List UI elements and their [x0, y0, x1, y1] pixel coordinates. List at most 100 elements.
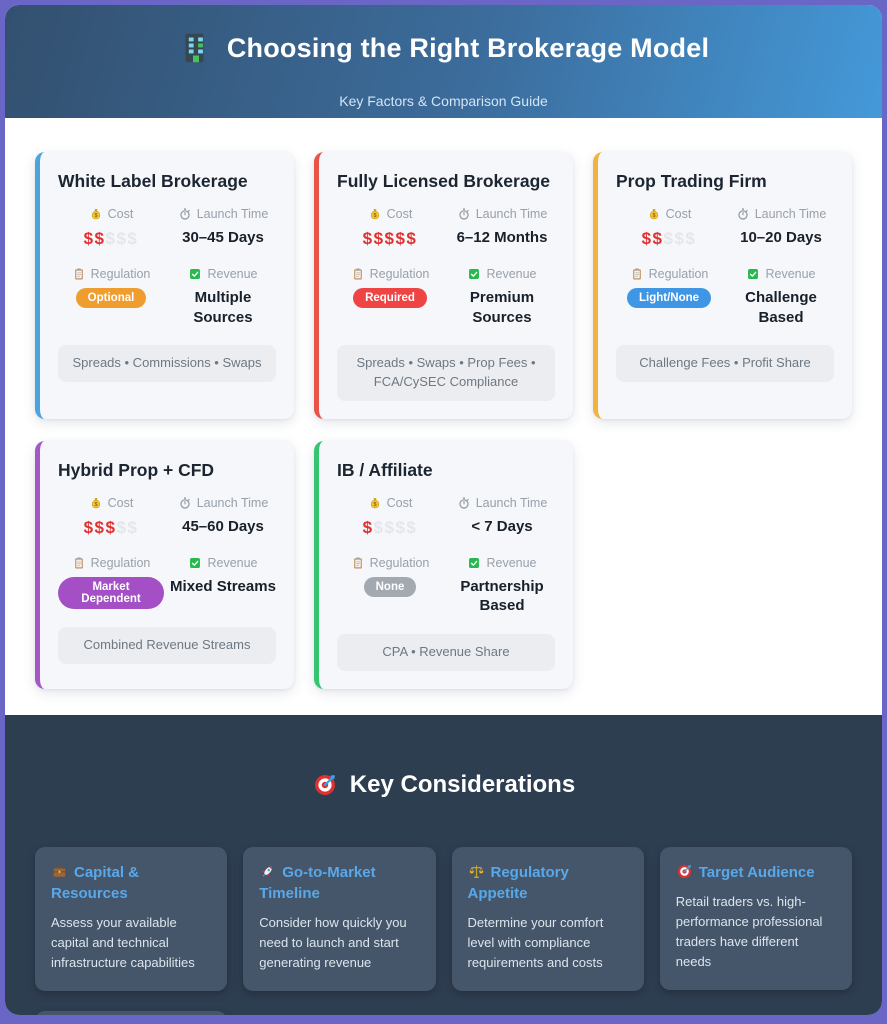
- model-title: White Label Brokerage: [58, 171, 248, 191]
- revenue-sources-pill: Combined Revenue Streams: [58, 626, 276, 664]
- model-cards-grid: White Label Brokerage Cost $$$$$ Launch …: [35, 152, 852, 689]
- revenue-stat: Revenue Mixed Streams: [170, 556, 276, 609]
- cost-dollars-active: $: [362, 517, 374, 537]
- regulation-label: Regulation: [369, 555, 430, 570]
- model-title: Hybrid Prop + CFD: [58, 459, 215, 480]
- cost-label: Cost: [386, 495, 413, 510]
- cost-stat: Cost $$$$$: [337, 496, 443, 539]
- consideration-card-audience: Target Audience Retail traders vs. high-…: [659, 846, 852, 991]
- launch-time-label: Launch Time: [754, 207, 827, 221]
- cost-value: $$$$$: [337, 517, 443, 539]
- revenue-value: Premium Sources: [469, 289, 535, 326]
- launch-time-value: 45–60 Days: [182, 517, 264, 535]
- briefcase-icon: [51, 863, 68, 880]
- model-card-prop-trading: Prop Trading Firm Cost $$$$$ Launch Time…: [593, 152, 852, 419]
- cost-dollars-active: $$: [83, 229, 106, 248]
- check-square-icon: [188, 267, 202, 281]
- model-stats: Cost $$$$$ Launch Time 6–12 Months Regul…: [337, 207, 555, 327]
- model-cards-section: White Label Brokerage Cost $$$$$ Launch …: [5, 118, 882, 715]
- check-square-icon: [467, 267, 481, 281]
- cost-dollars-inactive: $$$: [663, 229, 697, 248]
- clipboard-icon: [351, 267, 365, 281]
- stopwatch-icon: [457, 496, 471, 510]
- regulation-stat: Regulation Required: [337, 267, 443, 327]
- money-bag-icon: [647, 207, 661, 221]
- model-stats: Cost $$$$$ Launch Time 10–20 Days Regula…: [616, 207, 834, 327]
- check-square-icon: [467, 556, 481, 570]
- page-title: Choosing the Right Brokerage Model: [226, 32, 710, 63]
- model-stats: Cost $$$$$ Launch Time 45–60 Days Regula…: [58, 496, 276, 609]
- launch-time-label: Launch Time: [196, 495, 269, 510]
- cost-dollars-active: $$$: [83, 517, 117, 537]
- target-icon: [676, 863, 693, 880]
- infographic-sheet: Choosing the Right Brokerage Model Key F…: [5, 5, 882, 1015]
- consideration-text: Determine your comfort level with compli…: [467, 914, 604, 970]
- regulation-badge: Required: [353, 288, 427, 309]
- office-building-icon: [178, 30, 214, 66]
- clipboard-icon: [351, 556, 365, 570]
- revenue-value: Partnership Based: [460, 577, 544, 615]
- consideration-card-capital: Capital & Resources Assess your availabl…: [35, 846, 228, 991]
- model-title: IB / Affiliate: [337, 459, 433, 480]
- regulation-stat: Regulation None: [337, 556, 443, 616]
- clipboard-icon: [72, 556, 86, 570]
- launch-time-stat: Launch Time 30–45 Days: [170, 207, 276, 250]
- scales-icon: [468, 863, 485, 880]
- launch-time-value: 10–20 Days: [740, 229, 822, 246]
- revenue-value: Multiple Sources: [193, 289, 253, 326]
- check-square-icon: [746, 267, 760, 281]
- consideration-text: Assess your available capital and techni…: [51, 914, 195, 970]
- stopwatch-icon: [736, 207, 750, 221]
- regulation-stat: Regulation Light/None: [616, 267, 722, 327]
- money-bag-icon: [89, 496, 103, 510]
- revenue-label: Revenue: [486, 555, 537, 570]
- model-title: Fully Licensed Brokerage: [337, 171, 550, 191]
- regulation-label: Regulation: [648, 267, 709, 282]
- clipboard-icon: [630, 267, 644, 281]
- money-bag-icon: [368, 496, 382, 510]
- regulation-badge: None: [363, 576, 417, 597]
- target-icon: [312, 772, 338, 798]
- launch-time-stat: Launch Time < 7 Days: [449, 496, 555, 539]
- regulation-label: Regulation: [369, 267, 430, 282]
- consideration-title: Regulatory Appetite: [467, 863, 569, 902]
- cost-label: Cost: [107, 207, 134, 221]
- launch-time-value: 30–45 Days: [182, 229, 264, 246]
- regulation-badge: Market Dependent: [58, 576, 164, 609]
- cost-dollars-inactive: $$$$: [373, 517, 418, 537]
- model-stats: Cost $$$$$ Launch Time 30–45 Days Regula…: [58, 207, 276, 327]
- cost-stat: Cost $$$$$: [337, 207, 443, 250]
- stopwatch-icon: [178, 496, 192, 510]
- regulation-label: Regulation: [90, 267, 151, 282]
- consideration-text: Retail traders vs. high-performance prof…: [675, 893, 823, 969]
- regulation-label: Regulation: [90, 555, 151, 570]
- revenue-stat: Revenue Multiple Sources: [170, 267, 276, 327]
- clipboard-icon: [72, 267, 86, 281]
- key-considerations-title: Key Considerations: [349, 770, 576, 798]
- revenue-label: Revenue: [207, 555, 258, 570]
- model-stats: Cost $$$$$ Launch Time < 7 Days Regulati…: [337, 496, 555, 616]
- page-subtitle: Key Factors & Comparison Guide: [339, 92, 548, 109]
- revenue-value: Challenge Based: [745, 289, 817, 326]
- money-bag-icon: [368, 207, 382, 221]
- launch-time-stat: Launch Time 6–12 Months: [449, 207, 555, 250]
- consideration-title: Target Audience: [698, 863, 815, 881]
- revenue-label: Revenue: [207, 267, 258, 282]
- revenue-sources-pill: CPA • Revenue Share: [337, 633, 555, 671]
- consideration-title: Go-to-Market Timeline: [259, 863, 376, 902]
- cost-value: $$$$$: [58, 517, 164, 539]
- model-card-white-label: White Label Brokerage Cost $$$$$ Launch …: [35, 152, 294, 419]
- cost-value: $$$$$: [58, 228, 164, 250]
- consideration-card-regulatory: Regulatory Appetite Determine your comfo…: [451, 846, 644, 991]
- cost-dollars-active: $$$$$: [362, 229, 418, 248]
- launch-time-label: Launch Time: [475, 495, 548, 510]
- launch-time-value: < 7 Days: [471, 517, 533, 535]
- launch-time-label: Launch Time: [196, 207, 269, 221]
- header-banner: Choosing the Right Brokerage Model Key F…: [5, 5, 882, 118]
- model-card-fully-licensed: Fully Licensed Brokerage Cost $$$$$ Laun…: [314, 152, 573, 419]
- revenue-stat: Revenue Partnership Based: [449, 556, 555, 616]
- revenue-stat: Revenue Challenge Based: [728, 267, 834, 327]
- consideration-card-go-to-market: Go-to-Market Timeline Consider how quick…: [243, 846, 436, 991]
- consideration-text: Consider how quickly you need to launch …: [259, 914, 407, 970]
